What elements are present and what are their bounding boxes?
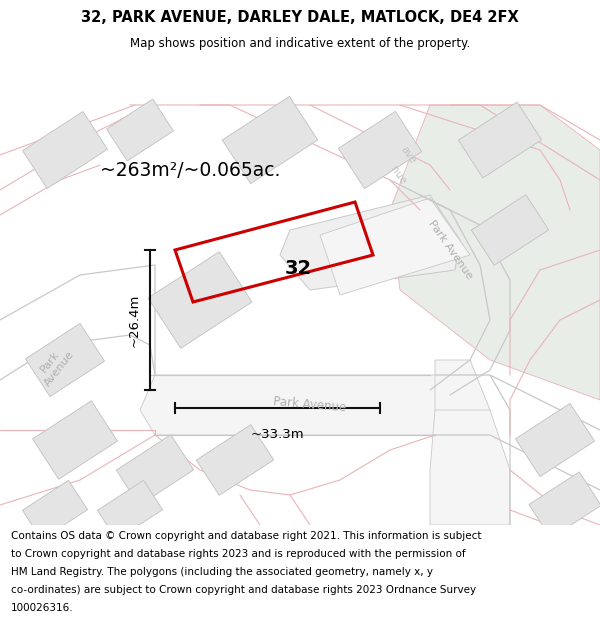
Polygon shape bbox=[515, 403, 595, 477]
Polygon shape bbox=[23, 111, 107, 189]
Polygon shape bbox=[97, 481, 163, 539]
Text: Contains OS data © Crown copyright and database right 2021. This information is : Contains OS data © Crown copyright and d… bbox=[11, 531, 481, 541]
Polygon shape bbox=[435, 360, 490, 440]
Polygon shape bbox=[32, 401, 118, 479]
Polygon shape bbox=[196, 424, 274, 496]
Text: Park Avenue: Park Avenue bbox=[426, 219, 474, 281]
Text: 100026316.: 100026316. bbox=[11, 603, 73, 613]
Text: 32, PARK AVENUE, DARLEY DALE, MATLOCK, DE4 2FX: 32, PARK AVENUE, DARLEY DALE, MATLOCK, D… bbox=[81, 10, 519, 25]
Polygon shape bbox=[107, 99, 173, 161]
Polygon shape bbox=[116, 434, 194, 506]
Polygon shape bbox=[458, 102, 542, 178]
Text: co-ordinates) are subject to Crown copyright and database rights 2023 Ordnance S: co-ordinates) are subject to Crown copyr… bbox=[11, 585, 476, 595]
Polygon shape bbox=[430, 410, 510, 525]
Text: Map shows position and indicative extent of the property.: Map shows position and indicative extent… bbox=[130, 38, 470, 51]
Polygon shape bbox=[280, 195, 460, 290]
Text: to Crown copyright and database rights 2023 and is reproduced with the permissio: to Crown copyright and database rights 2… bbox=[11, 549, 466, 559]
Polygon shape bbox=[472, 194, 548, 266]
Text: nue: nue bbox=[388, 164, 408, 186]
Polygon shape bbox=[390, 105, 600, 400]
Polygon shape bbox=[222, 96, 318, 184]
Polygon shape bbox=[320, 198, 470, 295]
Text: ~263m²/~0.065ac.: ~263m²/~0.065ac. bbox=[100, 161, 280, 179]
Text: ave: ave bbox=[398, 144, 418, 166]
Text: ~33.3m: ~33.3m bbox=[251, 428, 304, 441]
Polygon shape bbox=[25, 323, 104, 397]
Text: 32: 32 bbox=[284, 259, 311, 278]
Polygon shape bbox=[140, 375, 450, 435]
Polygon shape bbox=[22, 481, 88, 539]
Text: Park
Avenue: Park Avenue bbox=[34, 342, 76, 388]
Polygon shape bbox=[338, 111, 422, 189]
Polygon shape bbox=[148, 252, 252, 348]
Text: ~26.4m: ~26.4m bbox=[128, 293, 140, 347]
Text: HM Land Registry. The polygons (including the associated geometry, namely x, y: HM Land Registry. The polygons (includin… bbox=[11, 567, 433, 577]
Text: Park Avenue: Park Avenue bbox=[273, 396, 347, 414]
Polygon shape bbox=[529, 472, 600, 538]
